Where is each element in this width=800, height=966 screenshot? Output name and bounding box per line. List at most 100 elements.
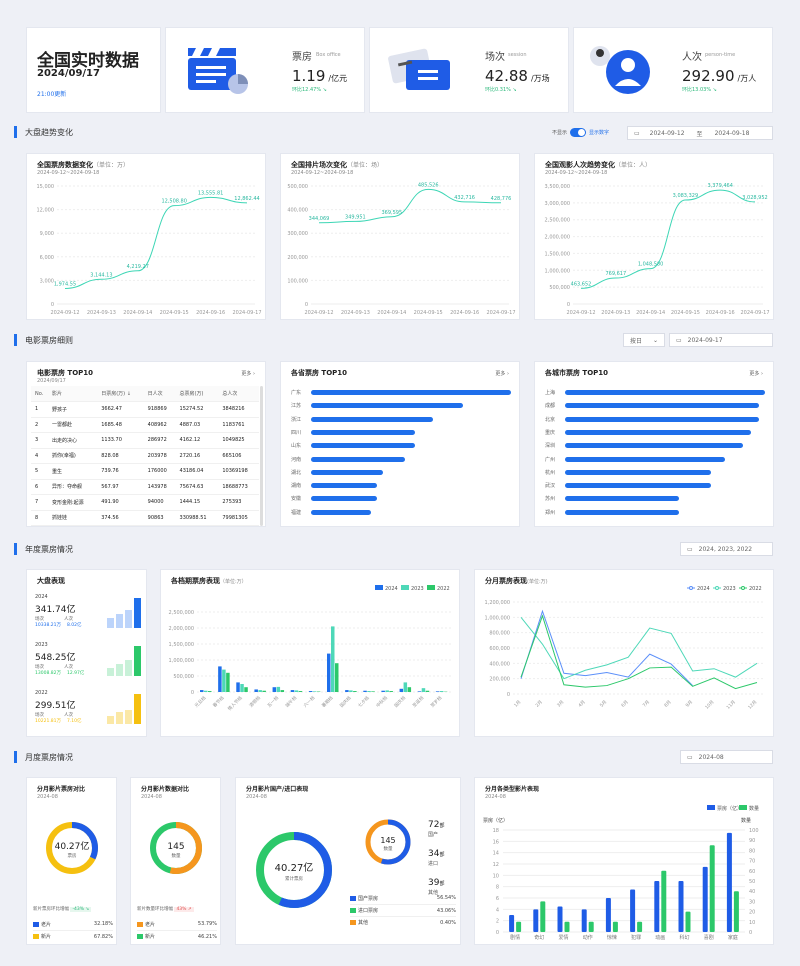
y2-tick-label: 50 <box>749 879 755 885</box>
more-link[interactable]: 更多 › <box>495 371 509 377</box>
bar-label: 浙江 <box>291 416 302 423</box>
mini-bar <box>134 598 141 628</box>
bar-row[interactable]: 郑州 <box>545 506 679 519</box>
year-label: 2022 <box>35 690 48 696</box>
data-label: 3,028,952 <box>742 195 767 201</box>
bar-label: 安徽 <box>291 496 302 503</box>
mini-bar <box>134 646 141 676</box>
detail-mode-select[interactable]: 按日 ⌄ <box>623 333 665 347</box>
data-label: 4,219.27 <box>127 264 149 270</box>
bar-row[interactable]: 湖北 <box>291 466 383 479</box>
monthly-date[interactable]: ▭ 2024-08 <box>680 750 773 764</box>
bar-row[interactable]: 广东 <box>291 386 511 399</box>
x-tick-label: 2月 <box>534 699 543 708</box>
table-row[interactable]: 8 抓娃娃 374.56 90863 330988.51 79981305 <box>31 510 259 526</box>
x-tick-label: 5月 <box>599 699 608 708</box>
kpi-label: 场次 <box>485 52 505 63</box>
bar-row[interactable]: 重庆 <box>545 426 751 439</box>
bar-row[interactable]: 广州 <box>545 453 725 466</box>
legend-swatch <box>707 805 715 810</box>
bar-row[interactable]: 成都 <box>545 399 759 412</box>
display-toggle[interactable]: 不显示 显示数字 <box>552 128 609 137</box>
table-header-cell[interactable]: 总人次 <box>218 386 259 402</box>
bar <box>335 663 339 692</box>
table-header-cell[interactable]: 日人次 <box>143 386 176 402</box>
bar <box>425 690 430 692</box>
boxoffice-line-chart: 0 3,000 6,000 9,000 12,000 15,000 2024-09-12 20… <box>37 184 262 316</box>
table-row[interactable]: 9 <box>31 525 259 526</box>
x-tick-label: 1月 <box>513 699 522 708</box>
bar <box>290 690 295 692</box>
table-cell: 330988.51 <box>175 510 219 526</box>
legend-name: 国产票房 <box>350 895 378 902</box>
table-cell <box>175 525 219 526</box>
data-label: 3,083,329 <box>673 193 698 199</box>
bar-row[interactable]: 深圳 <box>545 439 743 452</box>
series-line <box>520 614 758 690</box>
bar <box>565 390 765 395</box>
bar-row[interactable]: 浙江 <box>291 413 433 426</box>
x-tick-label: 喜剧 <box>704 934 714 941</box>
y2-tick-label: 70 <box>749 859 755 865</box>
year-meta-values: 10221.81万 7.10亿 <box>35 719 82 724</box>
scrollbar[interactable] <box>260 386 263 526</box>
bar-row[interactable]: 山东 <box>291 439 415 452</box>
table-header-cell[interactable]: 影片 <box>47 386 98 402</box>
more-link[interactable]: 更多 › <box>749 371 763 377</box>
more-link[interactable]: 更多 › <box>241 371 255 377</box>
table-header-cell[interactable]: 总票房(万) <box>175 386 219 402</box>
bar <box>244 687 248 692</box>
chart-date: 2024-08 <box>37 794 58 800</box>
table-row[interactable]: 1 野孩子 3662.47 918869 15274.52 3848216 <box>31 401 259 418</box>
table-cell: 野孩子 <box>47 401 98 418</box>
bar-row[interactable]: 北京 <box>545 413 759 426</box>
x-tick-label: 7月 <box>642 699 651 708</box>
donut-center-value: 40.27亿 <box>275 861 314 874</box>
bar-row[interactable]: 苏州 <box>545 492 679 505</box>
bar <box>678 881 684 932</box>
bar <box>294 690 299 692</box>
table-cell: 79981305 <box>218 510 259 526</box>
chart-date: 2024/09/17 <box>37 378 66 384</box>
bar-row[interactable]: 上海 <box>545 386 765 399</box>
bar-label: 福建 <box>291 509 302 516</box>
bar-row[interactable]: 河南 <box>291 453 405 466</box>
bar-row[interactable]: 杭州 <box>545 466 711 479</box>
bar-row[interactable]: 四川 <box>291 426 415 439</box>
y2-tick-label: 0 <box>749 930 752 936</box>
y-tick-label: 200,000 <box>287 255 308 261</box>
detail-date[interactable]: ▭ 2024-09-17 <box>669 333 773 347</box>
trend-date-range[interactable]: ▭ 2024-09-12 至 2024-09-18 <box>627 126 773 140</box>
table-row[interactable]: 3 出走的决心 1133.70 286972 4162.12 1049825 <box>31 432 259 449</box>
bar-row[interactable]: 福建 <box>291 506 371 519</box>
bar-label: 杭州 <box>545 469 556 476</box>
toggle-switch[interactable] <box>570 128 587 137</box>
bar <box>311 443 415 449</box>
bar-row[interactable]: 江苏 <box>291 399 463 412</box>
donut-center-value: 145 <box>380 836 395 845</box>
table-row[interactable]: 2 一雷都赴 1685.48 408962 4887.03 1183761 <box>31 417 259 433</box>
bar-row[interactable]: 湖南 <box>291 479 377 492</box>
year-meta-values: 10338.21万 8.02亿 <box>35 623 82 628</box>
bar <box>272 687 277 692</box>
table-row[interactable]: 4 抓你(幸福) 828.08 203978 2720.16 665106 <box>31 448 259 464</box>
growth-note: 新片数量环比增幅 43% ↗ <box>137 907 194 912</box>
x-tick-label: 12月 <box>747 699 758 710</box>
bar <box>311 509 371 515</box>
table-row[interactable]: 5 重生 739.76 176000 43186.04 10369198 <box>31 463 259 480</box>
chart-title: 全国排片场次变化（单位：场） <box>291 161 384 169</box>
table-header-cell[interactable]: 日票房(万) ↓ <box>97 386 144 402</box>
chart-range: 2024-09-12~2024-09-18 <box>291 170 354 176</box>
kpi-boxoffice-card: 票房 Box office 1.19/亿元 环比12.47% ↘ <box>165 27 365 113</box>
bar-row[interactable]: 武汉 <box>545 479 711 492</box>
table-header-cell[interactable]: No. <box>31 386 48 402</box>
table-row[interactable]: 7 变形金刚:起源 491.90 94000 1444.15 275393 <box>31 494 259 511</box>
bar-row[interactable]: 安徽 <box>291 492 377 505</box>
bar <box>403 682 408 692</box>
annual-year-select[interactable]: ▭ 2024, 2023, 2022 <box>680 542 773 556</box>
kpi-change: 环比12.47% ↘ <box>292 87 327 93</box>
count-item: 72部 国产 <box>428 820 445 838</box>
series-line <box>520 609 693 686</box>
table-row[interactable]: 6 异形：夺命舰 567.97 143978 75674.63 18688773 <box>31 479 259 495</box>
